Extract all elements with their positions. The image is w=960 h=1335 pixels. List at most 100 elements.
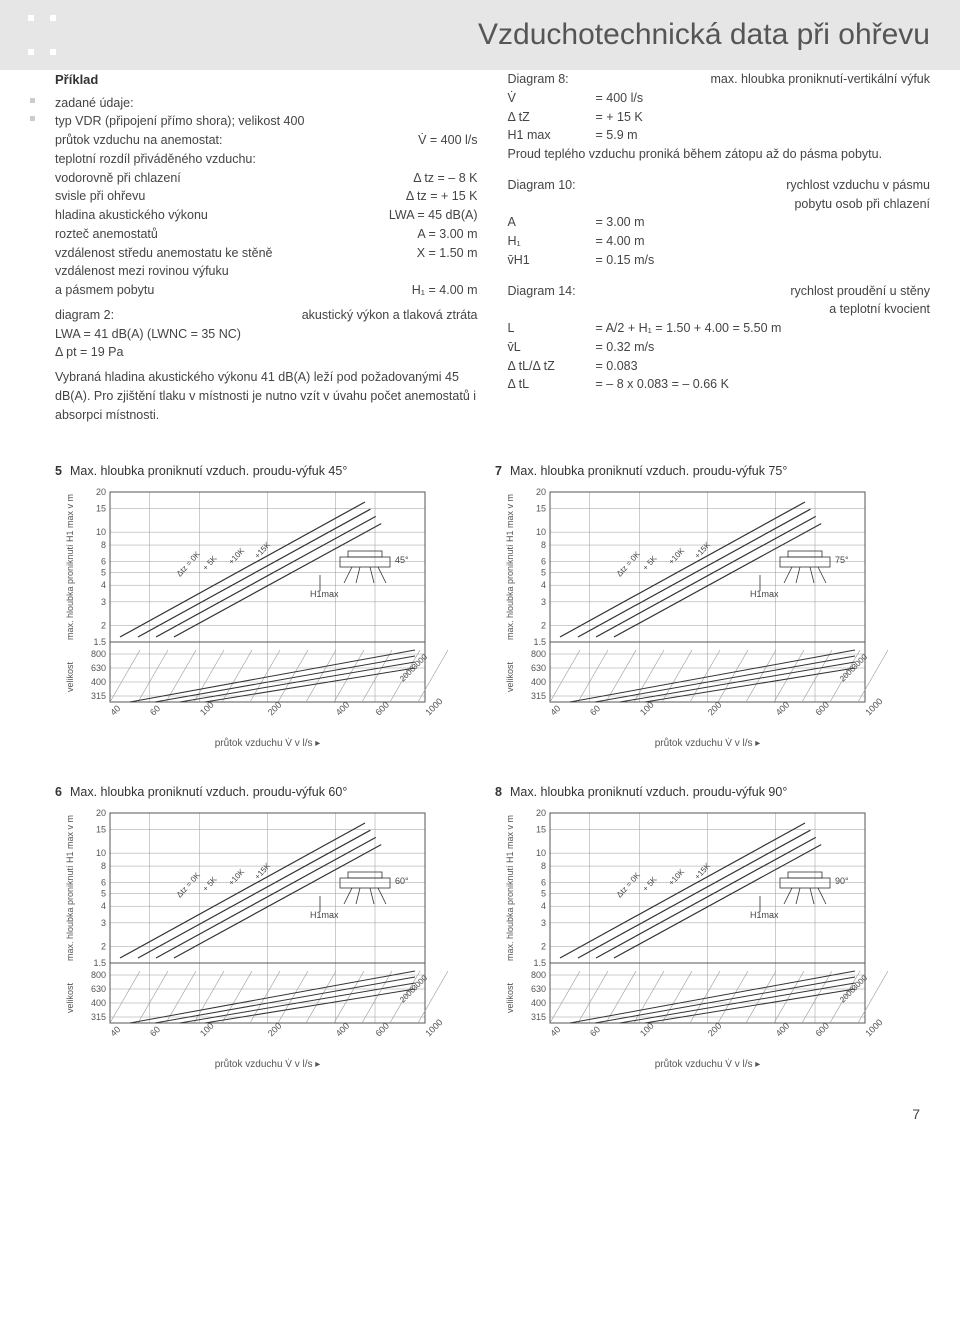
chart-svg: 406010020040060010002015108654321.580063… — [495, 803, 895, 1073]
svg-text:5: 5 — [101, 889, 106, 899]
svg-text:Δtz = 0K: Δtz = 0K — [615, 549, 643, 578]
svg-text:400: 400 — [91, 998, 106, 1008]
svg-text:průtok vzduchu V̇ v l/s ▸: průtok vzduchu V̇ v l/s ▸ — [655, 737, 761, 750]
svg-text:velikost: velikost — [65, 983, 75, 1014]
svg-text:1000: 1000 — [423, 1017, 444, 1038]
param-row: H₁= 4.00 m — [508, 232, 931, 251]
page-number: 7 — [0, 1106, 960, 1142]
svg-text:6: 6 — [541, 878, 546, 888]
svg-text:1000: 1000 — [863, 1017, 884, 1038]
chart-block: 8Max. hloubka proniknutí vzduch. proudu-… — [495, 785, 895, 1076]
svg-text:průtok vzduchu V̇ v l/s ▸: průtok vzduchu V̇ v l/s ▸ — [215, 737, 321, 750]
svg-text:15: 15 — [96, 825, 106, 835]
svg-text:315: 315 — [91, 1012, 106, 1022]
param-row: Δ tZ= + 15 K — [508, 108, 931, 127]
main-text: Příklad zadané údaje: typ VDR (připojení… — [0, 70, 960, 444]
param-value: = 0.32 m/s — [588, 338, 655, 357]
param-row: rozteč anemostatůA = 3.00 m — [55, 225, 478, 244]
diagram8-label: Diagram 8: — [508, 70, 569, 89]
svg-text:8: 8 — [541, 861, 546, 871]
param-label: rozteč anemostatů — [55, 225, 409, 244]
svg-text:+ 5K: + 5K — [641, 875, 659, 894]
svg-text:10: 10 — [96, 848, 106, 858]
param-row: v̄H1= 0.15 m/s — [508, 251, 931, 270]
svg-text:315: 315 — [91, 691, 106, 701]
diagram10-desc1: rychlost vzduchu v pásmu — [786, 178, 930, 192]
svg-text:1.5: 1.5 — [93, 958, 106, 968]
svg-text:630: 630 — [91, 984, 106, 994]
svg-text:40: 40 — [108, 704, 122, 718]
dpt-line: Δ pt = 19 Pa — [55, 343, 478, 362]
param-value: V̇ = 400 l/s — [410, 131, 477, 150]
svg-text:max. hloubka proniknutí H1 max: max. hloubka proniknutí H1 max v m — [65, 494, 75, 640]
svg-text:800: 800 — [531, 649, 546, 659]
svg-text:800: 800 — [91, 649, 106, 659]
svg-text:+15K: +15K — [253, 540, 273, 561]
svg-text:1.5: 1.5 — [93, 637, 106, 647]
param-row: a pásmem pobytuH₁ = 4.00 m — [55, 281, 478, 300]
svg-text:400: 400 — [531, 998, 546, 1008]
param-label: teplotní rozdíl přiváděného vzduchu: — [55, 150, 470, 169]
chart-svg: 406010020040060010002015108654321.580063… — [55, 482, 455, 752]
svg-text:40: 40 — [548, 1025, 562, 1039]
paragraph: Vybraná hladina akustického výkonu 41 dB… — [55, 368, 478, 424]
svg-text:800: 800 — [91, 970, 106, 980]
diagram8-desc: max. hloubka proniknutí-vertikální výfuk — [710, 70, 930, 89]
svg-text:3: 3 — [101, 597, 106, 607]
param-value: Δ tz = – 8 K — [405, 169, 477, 188]
svg-text:60°: 60° — [395, 876, 409, 886]
svg-text:1000: 1000 — [423, 696, 444, 717]
svg-text:Δtz = 0K: Δtz = 0K — [175, 549, 203, 578]
svg-text:H1max: H1max — [750, 910, 779, 920]
svg-text:2: 2 — [101, 621, 106, 631]
param-label: v̄L — [508, 338, 588, 357]
chart-title: 6Max. hloubka proniknutí vzduch. proudu-… — [55, 785, 455, 799]
svg-text:6: 6 — [101, 557, 106, 567]
svg-text:+10K: +10K — [227, 867, 247, 888]
diagram14-label: Diagram 14: — [508, 282, 576, 320]
param-row: A= 3.00 m — [508, 213, 931, 232]
param-row: H1 max= 5.9 m — [508, 126, 931, 145]
svg-text:315: 315 — [531, 1012, 546, 1022]
param-value: = + 15 K — [588, 108, 643, 127]
param-row: vzdálenost středu anemostatu ke stěněX =… — [55, 244, 478, 263]
param-row: V̇= 400 l/s — [508, 89, 931, 108]
svg-text:630: 630 — [531, 984, 546, 994]
svg-text:+15K: +15K — [693, 861, 713, 882]
param-label: hladina akustického výkonu — [55, 206, 381, 225]
chart-title: 8Max. hloubka proniknutí vzduch. proudu-… — [495, 785, 895, 799]
svg-text:60: 60 — [588, 1025, 602, 1039]
right-column: Diagram 8: max. hloubka proniknutí-verti… — [508, 70, 931, 424]
svg-text:60: 60 — [148, 1025, 162, 1039]
svg-text:90°: 90° — [835, 876, 849, 886]
svg-text:15: 15 — [96, 504, 106, 514]
svg-text:15: 15 — [536, 825, 546, 835]
param-value: = A/2 + H₁ = 1.50 + 4.00 = 5.50 m — [588, 319, 782, 338]
param-label: Δ tZ — [508, 108, 588, 127]
subheading: zadané údaje: — [55, 94, 478, 113]
diagram10-label: Diagram 10: — [508, 176, 576, 214]
chart-title: 7Max. hloubka proniknutí vzduch. proudu-… — [495, 464, 895, 478]
type-line: typ VDR (připojení přímo shora); velikos… — [55, 112, 478, 131]
svg-text:3: 3 — [101, 918, 106, 928]
svg-text:800: 800 — [531, 970, 546, 980]
svg-text:velikost: velikost — [505, 983, 515, 1014]
param-value: H₁ = 4.00 m — [404, 281, 478, 300]
param-row: průtok vzduchu na anemostat:V̇ = 400 l/s — [55, 131, 478, 150]
svg-text:6: 6 — [101, 878, 106, 888]
svg-text:10: 10 — [96, 527, 106, 537]
svg-text:8: 8 — [101, 540, 106, 550]
param-label: Δ tL — [508, 375, 588, 394]
svg-text:velikost: velikost — [65, 662, 75, 693]
svg-text:60: 60 — [148, 704, 162, 718]
diagram2-desc: akustický výkon a tlaková ztráta — [302, 306, 478, 325]
svg-text:max. hloubka proniknutí H1 max: max. hloubka proniknutí H1 max v m — [505, 815, 515, 961]
svg-text:4: 4 — [101, 580, 106, 590]
param-value: A = 3.00 m — [409, 225, 477, 244]
param-row: vzdálenost mezi rovinou výfuku — [55, 262, 478, 281]
param-row: svisle při ohřevuΔ tz = + 15 K — [55, 187, 478, 206]
param-label: V̇ — [508, 89, 588, 108]
param-label: vzdálenost mezi rovinou výfuku — [55, 262, 470, 281]
param-label: vodorovně při chlazení — [55, 169, 405, 188]
chart-block: 7Max. hloubka proniknutí vzduch. proudu-… — [495, 464, 895, 755]
